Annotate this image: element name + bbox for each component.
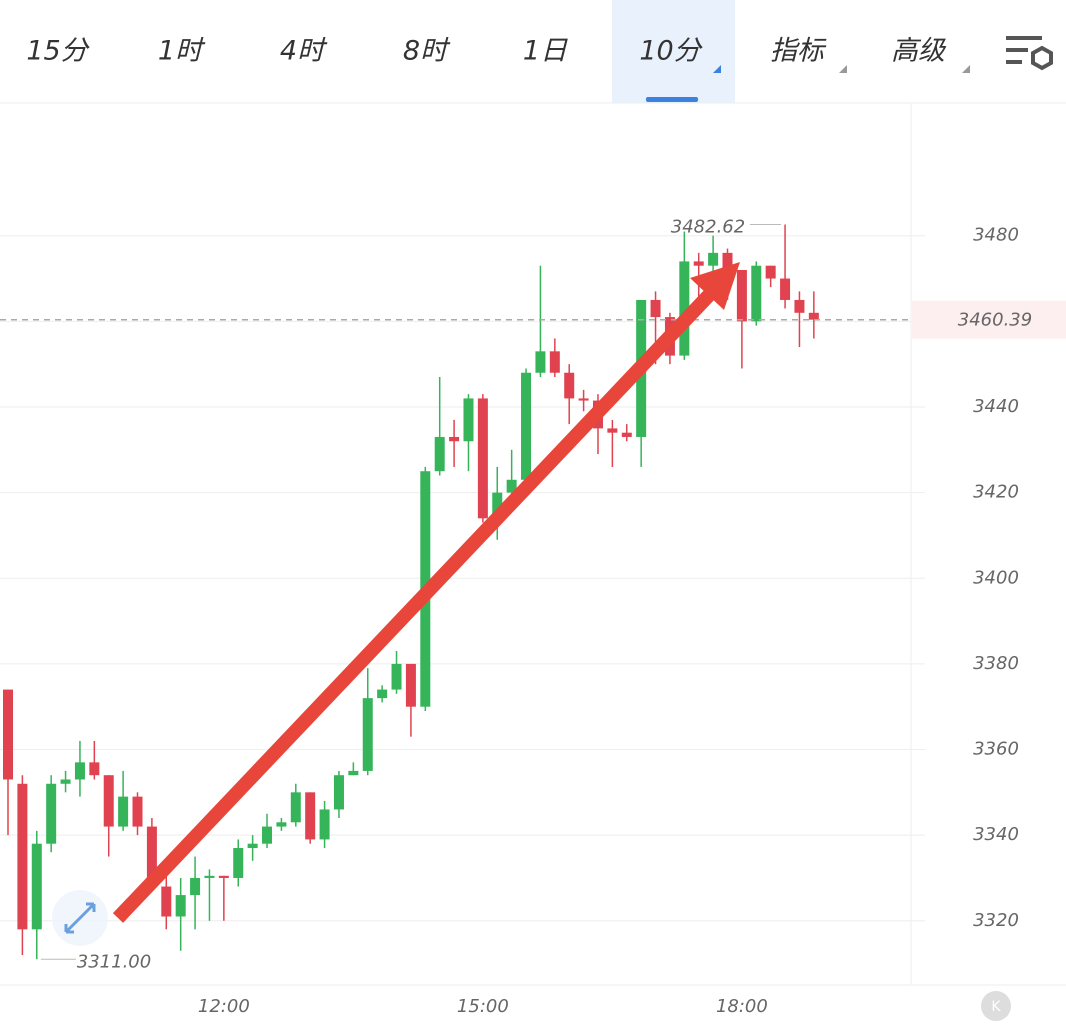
- candle-body: [333, 775, 344, 810]
- active-tab-bg: [612, 0, 735, 103]
- y-tick-label: 3380: [973, 653, 1019, 674]
- candle-body: [621, 432, 632, 437]
- candle-body: [521, 372, 532, 480]
- candle-body: [89, 762, 100, 776]
- settings-icon[interactable]: [1006, 36, 1053, 71]
- candle-body: [218, 875, 229, 878]
- candle-body: [722, 252, 733, 270]
- y-tick-label: 3320: [973, 910, 1019, 931]
- candle-body: [434, 436, 445, 472]
- icon-gear: [1031, 45, 1053, 71]
- candle-body: [190, 877, 201, 896]
- icon-bar: [1006, 48, 1028, 52]
- candle-body: [161, 886, 172, 917]
- candle-body: [31, 843, 42, 930]
- tab[interactable]: 高级: [891, 36, 947, 67]
- candle-body: [693, 261, 704, 266]
- candle-body: [60, 779, 71, 784]
- candle-body: [204, 875, 215, 878]
- candle-body: [362, 698, 373, 771]
- candle-body: [780, 278, 791, 300]
- candle-body: [535, 351, 546, 373]
- tab[interactable]: 15分: [26, 36, 90, 67]
- max-label: 3482.62: [671, 217, 745, 238]
- candle-body: [262, 826, 273, 844]
- k-icon: K: [991, 999, 1001, 1015]
- y-tick-label: 3400: [973, 567, 1019, 588]
- tab[interactable]: 1日: [523, 36, 568, 67]
- candle-body: [708, 252, 719, 266]
- candle-body: [751, 265, 762, 322]
- candle-body: [3, 689, 13, 780]
- candle-body: [74, 762, 85, 780]
- y-tick-label: 3480: [973, 225, 1019, 246]
- candle-body: [463, 398, 474, 442]
- icon-bar: [1006, 36, 1042, 40]
- candle-body: [377, 689, 388, 699]
- candle-body: [118, 796, 129, 827]
- tab[interactable]: 4时: [280, 36, 328, 67]
- trend-arrowhead: [690, 262, 740, 310]
- candle-body: [17, 783, 28, 930]
- icon-bar: [1006, 60, 1022, 64]
- min-label: 3311.00: [77, 951, 151, 972]
- candle-body: [132, 796, 143, 827]
- dropdown-mark: [839, 65, 847, 73]
- candle-body: [103, 775, 114, 827]
- candle-body: [449, 436, 460, 442]
- candle-body: [348, 770, 359, 776]
- candle-body: [549, 351, 560, 373]
- candle-body: [477, 398, 488, 519]
- last-price-label: 3460.39: [958, 310, 1032, 331]
- y-tick-label: 3420: [973, 482, 1019, 503]
- candle-body: [305, 792, 316, 840]
- x-tick-label: 12:00: [198, 996, 250, 1017]
- tab[interactable]: 指标: [770, 36, 827, 67]
- candle-body: [650, 299, 661, 318]
- y-tick-label: 3440: [973, 396, 1019, 417]
- candle-body: [679, 261, 690, 356]
- active-tab-underline: [646, 97, 698, 102]
- trend-arrow: [112, 287, 718, 923]
- candle-body: [736, 269, 747, 322]
- candle-body: [391, 663, 402, 690]
- candle-body: [578, 398, 589, 401]
- candle-body: [276, 822, 287, 827]
- y-tick-label: 3340: [973, 824, 1019, 845]
- candle-body: [146, 826, 157, 887]
- dropdown-mark: [962, 65, 970, 73]
- expand-icon: [64, 902, 96, 934]
- candle-body: [492, 492, 503, 519]
- candle-body: [290, 792, 301, 823]
- tab[interactable]: 8时: [403, 36, 451, 67]
- candle-body: [564, 372, 575, 399]
- candle-body: [794, 299, 805, 313]
- candle-body: [506, 479, 517, 493]
- candle-body: [46, 783, 57, 844]
- candle-body: [808, 312, 819, 320]
- candle-body: [765, 265, 776, 279]
- candle-body: [319, 809, 330, 840]
- dropdown-mark: [713, 65, 721, 73]
- candle-body: [247, 843, 258, 848]
- candle-body: [405, 663, 416, 707]
- tab[interactable]: 1时: [158, 36, 206, 67]
- y-tick-label: 3360: [973, 739, 1019, 760]
- candle-body: [233, 847, 244, 878]
- k-button[interactable]: [981, 991, 1011, 1021]
- tab[interactable]: 10分: [639, 36, 703, 67]
- x-tick-label: 15:00: [457, 996, 509, 1017]
- last-price-box: [912, 300, 1066, 339]
- x-tick-label: 18:00: [716, 996, 768, 1017]
- candle-body: [175, 895, 186, 917]
- candle-body: [607, 428, 618, 433]
